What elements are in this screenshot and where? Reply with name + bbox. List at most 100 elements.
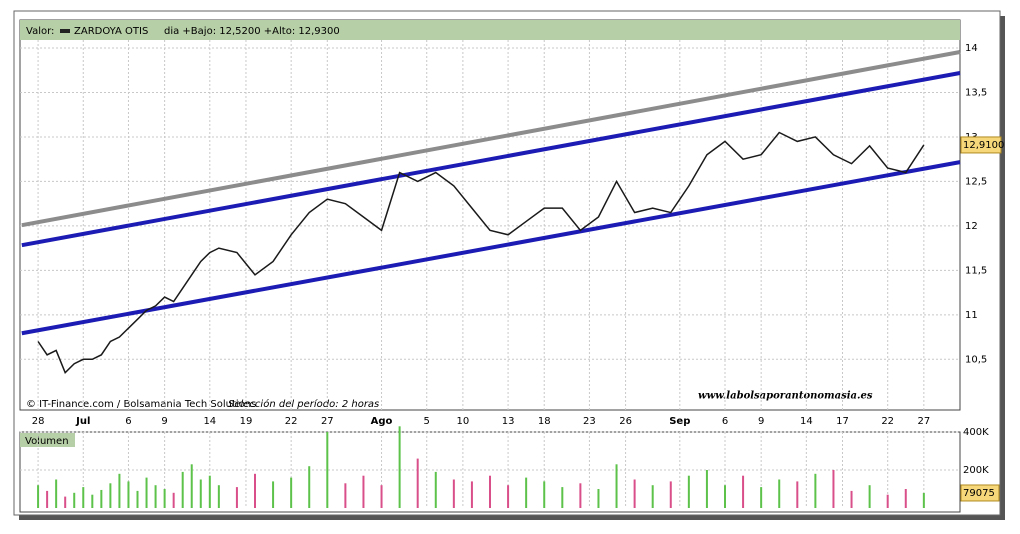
volume-bar <box>136 490 139 508</box>
x-tick-label: Jul <box>75 416 90 427</box>
watermark: www.labolsaporantonomasia.es <box>698 391 873 402</box>
volume-bar <box>561 487 564 508</box>
x-tick-label: 17 <box>836 416 849 427</box>
volume-bar <box>507 485 510 508</box>
volume-bar <box>434 471 437 508</box>
volume-bar <box>46 490 49 508</box>
x-tick-label: Ago <box>371 416 393 427</box>
header-range: dia +Bajo: 12,5200 +Alto: 12,9300 <box>164 26 340 37</box>
y-tick-label: 11 <box>965 310 978 321</box>
volume-bar <box>886 494 889 508</box>
volume-bar <box>127 481 130 508</box>
volume-bar <box>398 426 401 508</box>
x-tick-label: 28 <box>32 416 45 427</box>
volume-bar <box>145 477 148 508</box>
volume-bar <box>904 489 907 508</box>
volume-bar <box>868 485 871 508</box>
y-tick-label: 12 <box>965 221 978 232</box>
volume-bar <box>118 473 121 508</box>
volume-bar <box>543 481 546 508</box>
volume-bar <box>308 466 311 508</box>
y-tick-label: 14 <box>965 43 978 54</box>
volume-bar <box>651 485 654 508</box>
x-tick-label: 26 <box>619 416 632 427</box>
volume-bar <box>724 485 726 508</box>
volume-bar <box>579 483 582 508</box>
volume-bar <box>669 481 672 508</box>
volume-label-bg <box>20 433 75 447</box>
x-tick-label: 18 <box>538 416 551 427</box>
volume-bar <box>163 489 166 508</box>
volume-bar <box>208 475 211 508</box>
volume-bar <box>470 481 473 508</box>
y-tick-label: 400K <box>963 427 989 438</box>
x-tick-label: 5 <box>424 416 430 427</box>
last-price-box <box>960 136 1002 154</box>
volume-bar <box>850 490 853 508</box>
period: Selección del período: 2 horas <box>228 398 379 410</box>
volume-bar <box>190 464 193 508</box>
x-tick-label: 19 <box>240 416 253 427</box>
x-tick-label: 13 <box>502 416 515 427</box>
x-tick-label: Sep <box>669 416 690 427</box>
x-tick-label: 23 <box>583 416 596 427</box>
source: © IT-Finance.com / Bolsamania Tech Solut… <box>26 399 256 410</box>
volume-bar <box>100 489 103 508</box>
volume-bar <box>154 485 157 508</box>
volume-bar <box>814 473 817 508</box>
volume-bar <box>380 485 383 508</box>
trendline <box>21 50 961 228</box>
volume-bar <box>344 483 347 508</box>
volume-bar <box>326 432 329 508</box>
volume-bar <box>82 487 85 508</box>
y-tick-label: 13,5 <box>965 87 987 98</box>
y-tick-label: 11,5 <box>965 265 987 276</box>
volume-bar <box>452 479 455 508</box>
volume-bar <box>254 473 256 508</box>
header-bar <box>20 20 960 40</box>
last-volume-label: 79075 <box>963 488 995 499</box>
volume-label: Volumen <box>25 436 69 447</box>
volume-bar <box>633 479 636 508</box>
x-tick-label: 22 <box>285 416 298 427</box>
volume-bar <box>290 477 293 508</box>
volume-bar <box>272 481 275 508</box>
x-tick-label: 9 <box>758 416 764 427</box>
y-tick-label: 10,5 <box>965 354 987 365</box>
volume-bar <box>199 479 202 508</box>
price-line <box>37 131 925 374</box>
volume-bar <box>832 470 835 508</box>
volume-bar <box>416 458 419 508</box>
volume-bar <box>172 492 175 508</box>
header-label: Valor: <box>26 26 54 37</box>
last-volume-box <box>960 484 1000 502</box>
x-tick-label: 27 <box>321 416 334 427</box>
header-symbol: ZARDOYA OTIS <box>74 26 148 37</box>
x-tick-label: 14 <box>800 416 813 427</box>
volume-bar <box>217 485 220 508</box>
x-tick-label: 27 <box>917 416 930 427</box>
x-tick-label: 22 <box>881 416 894 427</box>
symbol-swatch <box>60 29 70 33</box>
last-price-label: 12,9100 <box>963 140 1004 151</box>
volume-bar <box>742 475 745 508</box>
volume-bar <box>778 479 781 508</box>
volume-bar <box>109 483 112 508</box>
volume-bar <box>687 475 690 508</box>
volume-bar <box>37 485 40 508</box>
trendline <box>21 160 961 336</box>
volume-bar <box>181 471 184 508</box>
volume-bar <box>615 464 618 508</box>
volume-bar <box>64 496 67 508</box>
volume-bar <box>489 475 491 508</box>
volume-bar <box>235 487 238 508</box>
volume-bar <box>760 487 763 508</box>
volume-bar <box>597 489 600 508</box>
volume-bar <box>922 492 925 508</box>
x-tick-label: 10 <box>457 416 470 427</box>
x-tick-label: 14 <box>203 416 216 427</box>
x-tick-label: 6 <box>722 416 728 427</box>
x-tick-label: 9 <box>161 416 167 427</box>
